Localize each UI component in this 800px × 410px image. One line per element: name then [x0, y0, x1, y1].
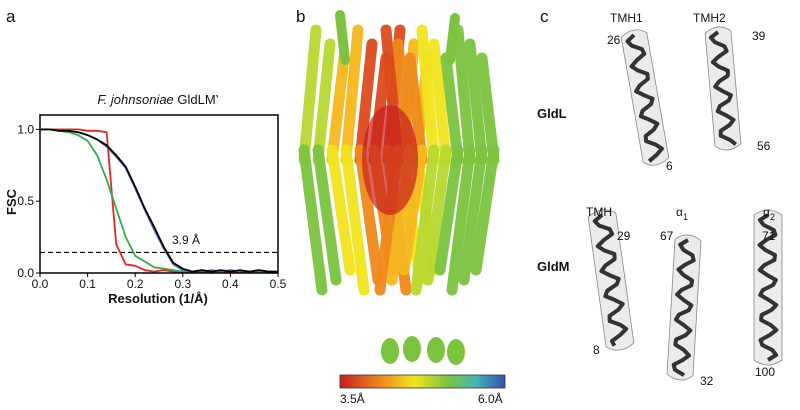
x-axis-label: Resolution (1/Å) [108, 291, 208, 306]
density-rod [476, 52, 500, 166]
helix-label: TMH1 [610, 11, 643, 25]
panel-label: c [540, 7, 549, 26]
density-rod [298, 144, 328, 296]
density-blob [427, 337, 445, 363]
density-rod [340, 24, 364, 166]
plot-frame [39, 114, 279, 274]
density-rod [445, 13, 460, 65]
panel-label: b [296, 7, 305, 26]
residue-label: 39 [752, 29, 766, 43]
helix-base: α [676, 205, 683, 219]
density-core [362, 105, 418, 215]
x-tick-label: 0.4 [222, 277, 239, 291]
y-tick-label: 1.0 [17, 122, 34, 136]
density-rod [410, 144, 440, 296]
density-rod [428, 38, 452, 166]
helix-models [587, 26, 783, 381]
residue-label: 29 [617, 229, 631, 243]
protein-label: GldL [537, 106, 567, 121]
density-rod [458, 144, 488, 286]
residue-label: 6 [666, 159, 673, 173]
helix-label: α1 [676, 205, 688, 222]
density-rod [434, 144, 464, 276]
y-axis-label: FSC [4, 188, 19, 215]
title-protein: GldLM’ [174, 92, 219, 107]
panel-label: a [6, 7, 16, 26]
residue-label: 71 [762, 229, 776, 243]
density-blob [381, 338, 399, 364]
density-rod [326, 52, 350, 166]
density-rod [312, 144, 342, 286]
density-map [298, 10, 500, 365]
helix-sub: 1 [683, 212, 688, 222]
helix-ribbon [671, 238, 696, 377]
density-rod [354, 38, 378, 166]
x-tick-label: 0.3 [174, 277, 191, 291]
density-rod [470, 144, 500, 276]
density-rod [464, 38, 488, 166]
x-tick-label: 0.0 [32, 277, 49, 291]
density-rod [326, 144, 356, 276]
density-rod [398, 144, 428, 276]
helix-sub: 2 [770, 212, 775, 222]
protein-label: GldM [537, 259, 570, 274]
density-rod [446, 144, 476, 296]
helix-ribbon [757, 213, 779, 362]
chart-title: F. johnsoniae GldLM’ [97, 92, 218, 107]
helix-label: TMH2 [693, 11, 726, 25]
density-rod [340, 144, 370, 296]
density-rod [312, 38, 336, 166]
y-tick-label: 0.0 [17, 266, 34, 280]
helix-base: α [763, 205, 770, 219]
helix-label: α2 [763, 205, 775, 222]
residue-label: 56 [757, 139, 771, 153]
density-rod [416, 24, 440, 166]
x-tick-label: 0.1 [79, 277, 96, 291]
residue-label: 100 [755, 365, 775, 379]
helix-ribbon [592, 213, 629, 347]
density-rod [440, 52, 464, 166]
fsc-curve [40, 128, 278, 273]
title-species: F. johnsoniae [97, 92, 173, 107]
y-tick-label: 0.5 [17, 194, 34, 208]
x-tick-label: 0.2 [127, 277, 144, 291]
fsc-curve [40, 128, 278, 273]
residue-label: 8 [593, 343, 600, 357]
helix-ribbon [625, 33, 664, 163]
residue-label: 32 [700, 374, 714, 388]
density-blob [403, 336, 421, 362]
density-rod [422, 144, 452, 286]
colorbar-label: 6.0Å [478, 391, 503, 406]
helix-ribbon [708, 30, 738, 146]
density-rod [335, 10, 350, 65]
density-rod [452, 24, 476, 166]
density-rod [298, 24, 322, 166]
annotation: 3.9 Å [172, 232, 200, 247]
colorbar [339, 374, 506, 389]
fsc-curve [40, 128, 278, 273]
x-tick-label: 0.5 [270, 277, 287, 291]
residue-label: 26 [607, 33, 621, 47]
density-rod [404, 52, 428, 166]
helix-label: TMH [586, 205, 612, 219]
residue-label: 67 [660, 229, 674, 243]
fsc-curve [40, 128, 278, 273]
density-blob [447, 339, 465, 365]
colorbar-label: 3.5Å [340, 391, 365, 406]
